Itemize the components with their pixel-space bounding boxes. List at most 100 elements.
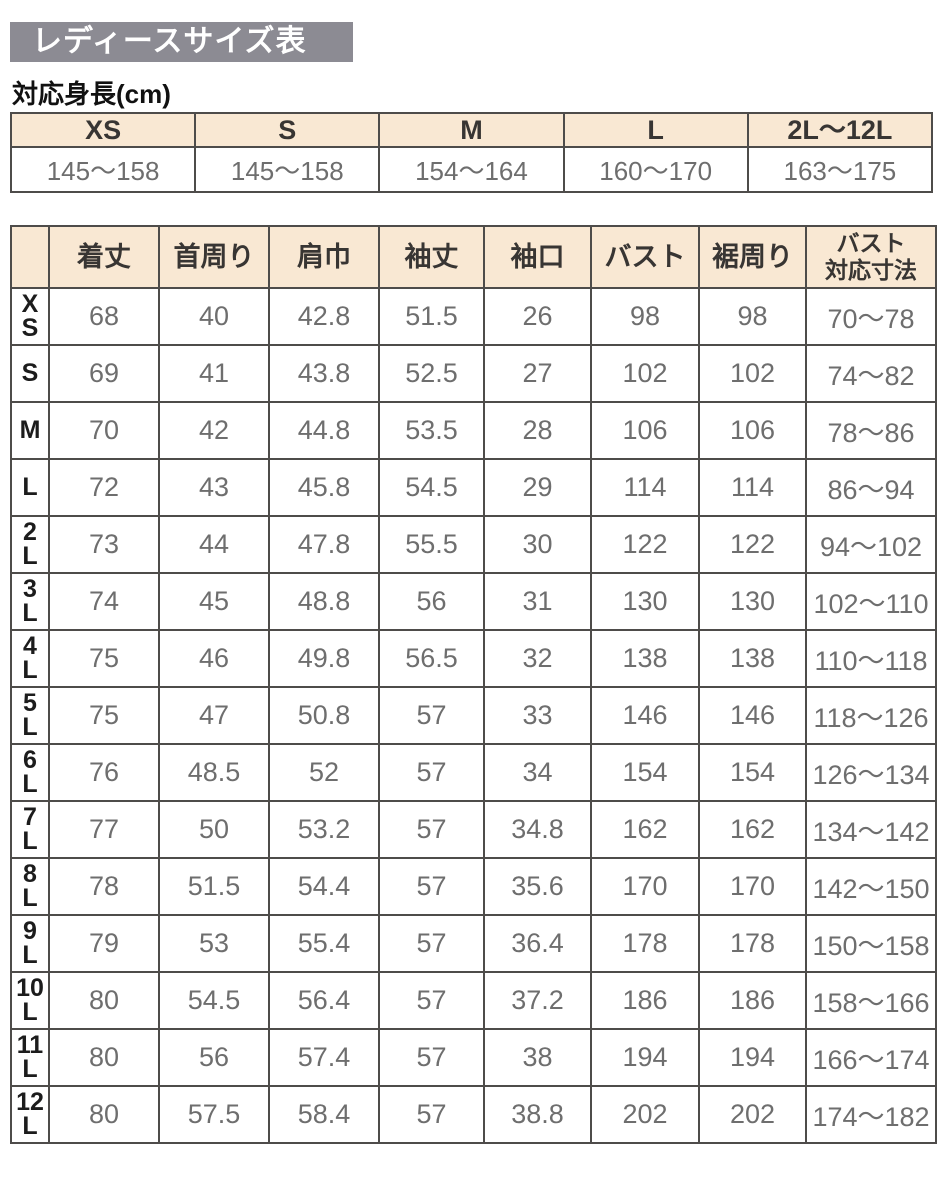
height-table-value-row: 145〜158 145〜158 154〜164 160〜170 163〜175 (9, 146, 934, 193)
measurement-value-cell: 34 (483, 743, 592, 802)
measurement-value-cell: 38.8 (483, 1085, 592, 1144)
measurement-value-cell: 51.5 (158, 857, 270, 916)
size-row-label: 2 L (10, 515, 50, 574)
measurement-value-cell: 41 (158, 344, 270, 403)
size-row-label: X S (10, 287, 50, 346)
measurement-value-cell: 52 (268, 743, 380, 802)
measurement-value-cell: 55.5 (378, 515, 485, 574)
size-table-row: 10 L 80 54.5 56.4 57 37.2 186 186 158〜166 (10, 971, 937, 1030)
size-table-row: 3 L 74 45 48.8 56 31 130 130 102〜110 (10, 572, 937, 631)
measurement-value-cell: 44.8 (268, 401, 380, 460)
measurement-value-cell: 162 (590, 800, 700, 859)
size-row-label: 7 L (10, 800, 50, 859)
height-value-cell: 163〜175 (746, 146, 934, 193)
measurement-value-cell: 28 (483, 401, 592, 460)
size-table-row: 8 L 78 51.5 54.4 57 35.6 170 170 142〜150 (10, 857, 937, 916)
measurement-value-cell: 42.8 (268, 287, 380, 346)
size-table-row: 11 L 80 56 57.4 57 38 194 194 166〜174 (10, 1028, 937, 1087)
size-table-row: L 72 43 45.8 54.5 29 114 114 86〜94 (10, 458, 937, 517)
measurement-value-cell: 47.8 (268, 515, 380, 574)
measurement-column-header: 首周り (158, 225, 270, 289)
page-title: レディースサイズ表 (32, 25, 307, 58)
measurement-column-header: バスト 対応寸法 (805, 225, 937, 289)
measurement-value-cell: 202 (590, 1085, 700, 1144)
page-title-band: レディースサイズ表 (10, 22, 353, 62)
measurement-value-cell: 106 (698, 401, 807, 460)
measurement-value-cell: 33 (483, 686, 592, 745)
size-row-label: 3 L (10, 572, 50, 631)
measurement-value-cell: 106 (590, 401, 700, 460)
measurement-value-cell: 122 (698, 515, 807, 574)
measurement-value-cell: 75 (48, 629, 160, 688)
measurement-value-cell: 30 (483, 515, 592, 574)
measurement-value-cell: 98 (698, 287, 807, 346)
measurement-value-cell: 69 (48, 344, 160, 403)
size-row-label: 9 L (10, 914, 50, 973)
size-row-label: 12 L (10, 1085, 50, 1144)
size-row-label: 4 L (10, 629, 50, 688)
measurement-column-header: 裾周り (698, 225, 807, 289)
measurement-value-cell: 36.4 (483, 914, 592, 973)
measurement-value-cell: 57 (378, 686, 485, 745)
measurement-value-cell: 46 (158, 629, 270, 688)
size-row-label: 5 L (10, 686, 50, 745)
height-column-header: L (562, 112, 749, 148)
measurement-value-cell: 86〜94 (805, 458, 937, 517)
measurement-value-cell: 55.4 (268, 914, 380, 973)
measurement-value-cell: 53.2 (268, 800, 380, 859)
height-column-header: XS (9, 112, 197, 148)
measurement-value-cell: 80 (48, 1028, 160, 1087)
measurement-value-cell: 138 (698, 629, 807, 688)
measurement-value-cell: 166〜174 (805, 1028, 937, 1087)
height-value-cell: 160〜170 (562, 146, 749, 193)
measurement-value-cell: 170 (590, 857, 700, 916)
measurement-value-cell: 54.5 (378, 458, 485, 517)
measurement-value-cell: 70〜78 (805, 287, 937, 346)
size-table-row: 5 L 75 47 50.8 57 33 146 146 118〜126 (10, 686, 937, 745)
measurement-value-cell: 154 (698, 743, 807, 802)
measurement-value-cell: 114 (698, 458, 807, 517)
height-table-header-row: XS S M L 2L〜12L (9, 112, 934, 148)
size-row-label: 8 L (10, 857, 50, 916)
size-table-row: 9 L 79 53 55.4 57 36.4 178 178 150〜158 (10, 914, 937, 973)
measurement-value-cell: 54.4 (268, 857, 380, 916)
measurement-value-cell: 43 (158, 458, 270, 517)
measurement-value-cell: 35.6 (483, 857, 592, 916)
size-table-row: 2 L 73 44 47.8 55.5 30 122 122 94〜102 (10, 515, 937, 574)
height-table-caption: 対応身長(cm) (12, 79, 171, 109)
measurement-column-header: 袖口 (483, 225, 592, 289)
measurement-value-cell: 186 (590, 971, 700, 1030)
measurement-value-cell: 72 (48, 458, 160, 517)
measurement-value-cell: 56.4 (268, 971, 380, 1030)
measurement-value-cell: 94〜102 (805, 515, 937, 574)
measurement-value-cell: 27 (483, 344, 592, 403)
size-table: 着丈 首周り 肩巾 袖丈 袖口 バスト 裾周り バスト 対応寸法 X S 68 40 42.8 51.… (10, 225, 937, 1144)
measurement-value-cell: 57 (378, 743, 485, 802)
height-value-cell: 145〜158 (9, 146, 197, 193)
measurement-column-header: 袖丈 (378, 225, 485, 289)
height-value-cell: 154〜164 (378, 146, 565, 193)
measurement-value-cell: 146 (698, 686, 807, 745)
measurement-value-cell: 38 (483, 1028, 592, 1087)
measurement-value-cell: 78 (48, 857, 160, 916)
measurement-value-cell: 76 (48, 743, 160, 802)
measurement-value-cell: 194 (590, 1028, 700, 1087)
measurement-value-cell: 57 (378, 1028, 485, 1087)
measurement-column-header: バスト (590, 225, 700, 289)
size-table-row: 12 L 80 57.5 58.4 57 38.8 202 202 174〜182 (10, 1085, 937, 1144)
measurement-value-cell: 54.5 (158, 971, 270, 1030)
measurement-value-cell: 40 (158, 287, 270, 346)
size-table-row: X S 68 40 42.8 51.5 26 98 98 70〜78 (10, 287, 937, 346)
measurement-value-cell: 134〜142 (805, 800, 937, 859)
measurement-value-cell: 48.5 (158, 743, 270, 802)
size-row-label: 11 L (10, 1028, 50, 1087)
measurement-value-cell: 130 (590, 572, 700, 631)
measurement-value-cell: 31 (483, 572, 592, 631)
measurement-value-cell: 43.8 (268, 344, 380, 403)
measurement-value-cell: 74 (48, 572, 160, 631)
measurement-value-cell: 49.8 (268, 629, 380, 688)
measurement-value-cell: 138 (590, 629, 700, 688)
measurement-value-cell: 174〜182 (805, 1085, 937, 1144)
measurement-value-cell: 102 (590, 344, 700, 403)
